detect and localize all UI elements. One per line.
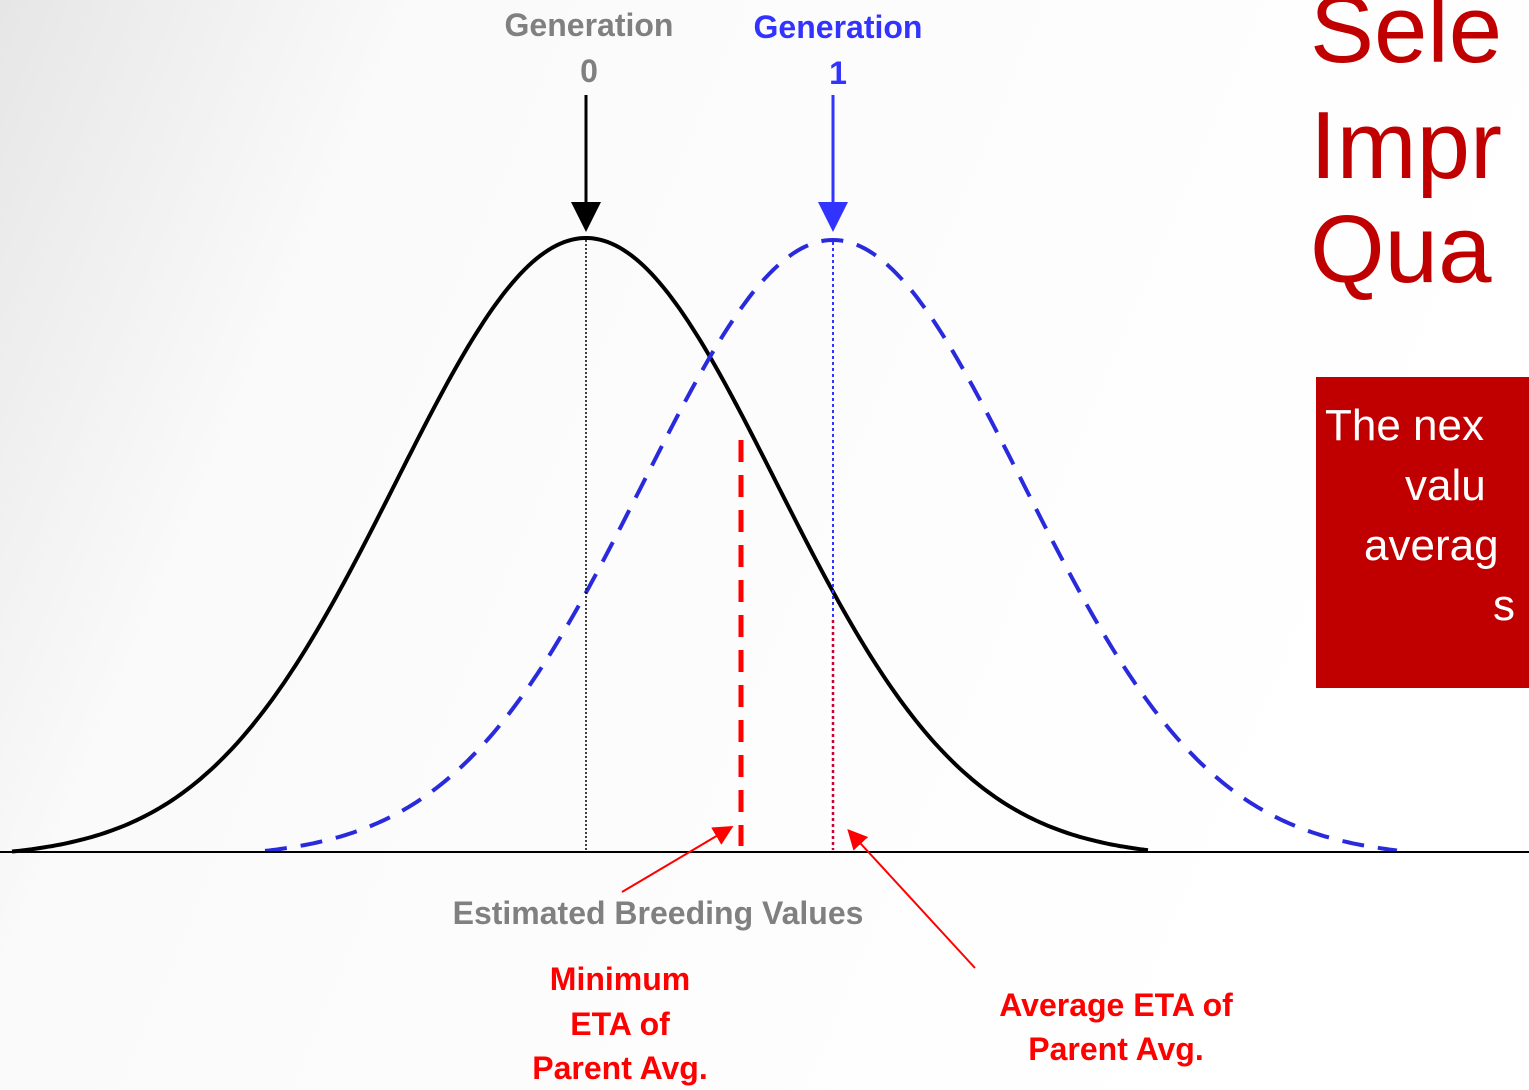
generation1-label: Generation: [754, 9, 923, 45]
generation0-label: Generation: [505, 7, 674, 43]
title: Qua: [1310, 196, 1492, 303]
generation1-label: 1: [829, 55, 847, 91]
box-text: averag: [1364, 521, 1499, 570]
box-text: s: [1493, 581, 1515, 630]
red-box: [1316, 377, 1529, 688]
minimum-arrow: [621, 825, 734, 893]
generation0-curve: [11, 236, 1149, 854]
axis-label: Estimated Breeding Values: [453, 895, 864, 931]
minimum-label: Parent Avg.: [532, 1050, 707, 1086]
title: Impr: [1310, 92, 1502, 199]
average-arrow: [847, 829, 976, 969]
minimum-label: ETA of: [570, 1006, 670, 1042]
title: Sele: [1310, 0, 1502, 83]
average-label: Parent Avg.: [1028, 1031, 1203, 1067]
generation0-label: 0: [580, 53, 598, 89]
minimum-label: Minimum: [550, 961, 690, 997]
generation1-curve: [264, 237, 1398, 853]
average-label: Average ETA of: [999, 987, 1233, 1023]
box-text: The nex: [1325, 401, 1484, 450]
box-text: valu: [1405, 461, 1486, 510]
